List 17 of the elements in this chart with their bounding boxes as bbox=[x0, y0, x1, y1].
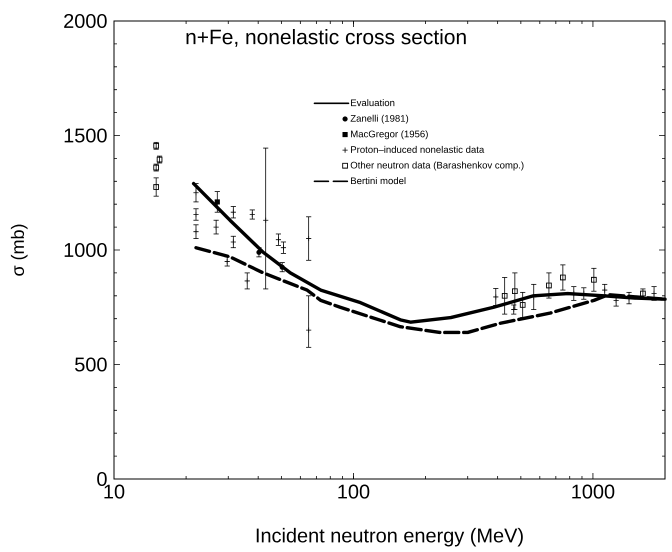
y-tick-label: 1000 bbox=[64, 242, 107, 258]
x-tick-label: 100 bbox=[338, 484, 370, 499]
legend-label: Other neutron data (Barashenkov comp.) bbox=[350, 162, 524, 170]
chart-title: n+Fe, nonelastic cross section bbox=[186, 29, 466, 47]
legend-label: MacGregor (1956) bbox=[351, 130, 428, 140]
y-tick-label: 0 bbox=[97, 472, 107, 486]
legend-label: Proton–induced nonelastic data bbox=[351, 146, 484, 153]
x-tick-label: 10 bbox=[104, 484, 124, 499]
legend-label: Bertini model bbox=[351, 177, 406, 184]
y-axis-title: σ (mb) bbox=[10, 224, 28, 276]
y-tick-label: 500 bbox=[75, 357, 107, 372]
legend-label: Evaluation bbox=[351, 99, 394, 106]
y-tick-label: 2000 bbox=[64, 14, 107, 28]
x-tick-label: 1000 bbox=[572, 484, 614, 499]
legend-label: Zanelli (1981) bbox=[350, 114, 408, 124]
y-tick-label: 1500 bbox=[64, 128, 107, 143]
x-axis-title: Incident neutron energy (MeV) bbox=[256, 528, 523, 546]
